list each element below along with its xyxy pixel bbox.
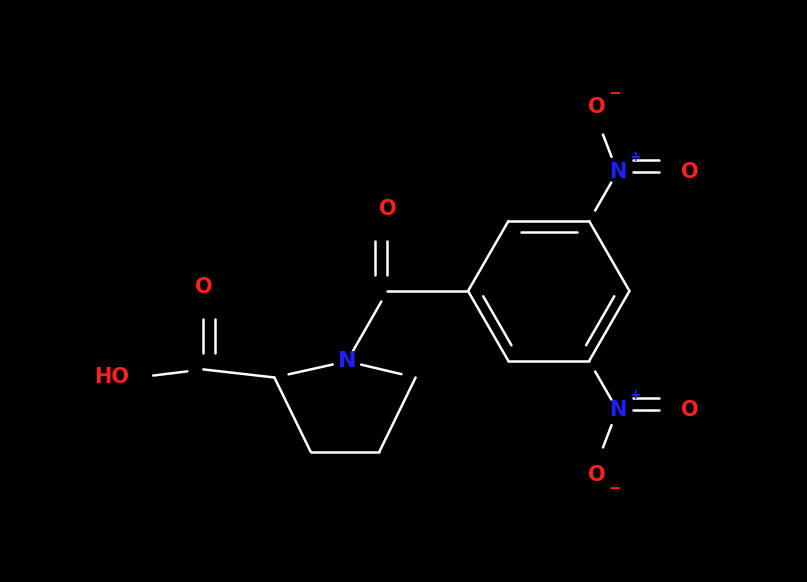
Text: O: O xyxy=(194,277,212,297)
Text: +: + xyxy=(629,150,641,165)
Text: +: + xyxy=(629,388,641,403)
Text: N: N xyxy=(608,400,626,420)
Text: O: O xyxy=(681,162,699,182)
Text: N: N xyxy=(608,162,626,182)
Text: −: − xyxy=(608,86,621,101)
Text: −: − xyxy=(608,481,621,496)
Text: N: N xyxy=(338,352,356,371)
Text: O: O xyxy=(588,464,606,485)
Text: O: O xyxy=(681,400,699,420)
Text: O: O xyxy=(588,97,606,118)
Text: O: O xyxy=(378,198,396,219)
Text: HO: HO xyxy=(94,367,129,388)
